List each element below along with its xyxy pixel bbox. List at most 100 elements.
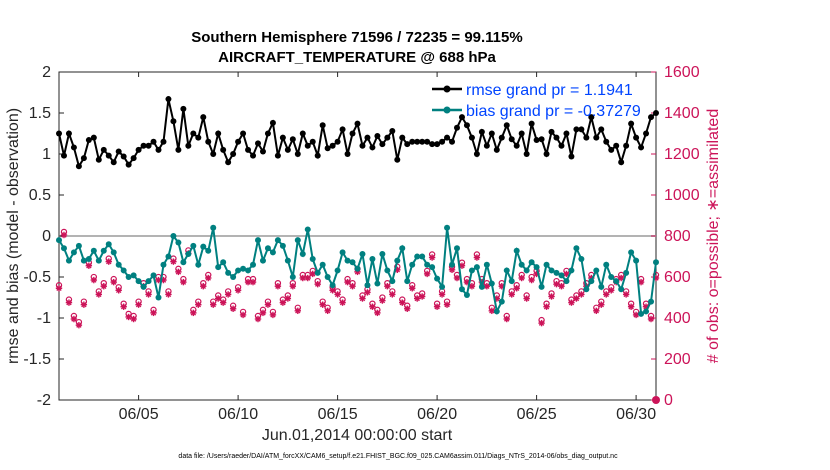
bias-point <box>389 278 396 285</box>
rmse-point <box>344 151 351 157</box>
bias-point <box>483 261 490 268</box>
obs-assimilated-marker <box>334 291 341 298</box>
obs-assimilated-marker <box>130 315 137 323</box>
bias-point <box>95 257 102 264</box>
bias-point <box>493 308 500 315</box>
rmse-point <box>603 138 610 145</box>
obs-assimilated-marker <box>593 307 600 315</box>
obs-assimilated-marker <box>229 305 237 312</box>
rmse-point <box>289 136 296 143</box>
rmse-point <box>503 122 510 129</box>
rmse-point <box>180 105 187 112</box>
bias-point <box>329 282 336 289</box>
rmse-point <box>598 126 605 133</box>
bias-point <box>309 255 316 262</box>
obs-assimilated-marker <box>603 291 610 298</box>
x-tick-label: 06/30 <box>616 406 656 423</box>
right-y-axis-ticks: 0 200 400 600 800 1000 1200 1400 1600 <box>651 64 700 409</box>
rmse-point <box>379 141 386 148</box>
obs-assimilated-marker <box>284 295 292 302</box>
rmse-point <box>513 142 520 149</box>
obs-assimilated-marker <box>289 283 297 290</box>
y-axis-label: rmse and bias (model - observation) <box>5 108 22 364</box>
bias-point <box>344 257 351 264</box>
bias-point <box>85 255 92 262</box>
rmse-point <box>185 142 192 149</box>
right-y-axis-label: # of obs: o=possible; ∗=assimilated <box>705 109 722 363</box>
bias-point <box>364 282 371 289</box>
bias-point <box>130 272 137 279</box>
bias-point <box>339 249 346 256</box>
obs-assimilated-marker <box>249 278 257 286</box>
rmse-point <box>538 136 545 143</box>
x-axis-ticks: 06/05 06/10 06/15 06/20 06/25 06/30 <box>119 72 656 423</box>
rmse-point <box>653 110 659 116</box>
series-lines <box>56 96 659 317</box>
obs-assimilated-marker <box>90 276 98 284</box>
obs-assimilated-marker <box>85 262 93 269</box>
y-tick-label: 0 <box>42 228 51 245</box>
obs-assimilated-marker <box>264 301 272 308</box>
bias-point <box>628 249 635 256</box>
obs-assimilated-marker <box>578 291 585 298</box>
rmse-point <box>115 148 122 155</box>
right-y-tick-label: 0 <box>664 392 673 409</box>
obs-assimilated-marker <box>190 309 197 317</box>
rmse-point <box>563 130 570 137</box>
bias-point <box>294 237 301 244</box>
bias-point <box>548 267 555 274</box>
bias-point <box>384 267 391 274</box>
bias-point <box>568 267 575 274</box>
obs-assimilated-marker <box>374 309 381 317</box>
bias-point <box>543 261 550 268</box>
rmse-point <box>56 130 62 137</box>
obs-assimilated-marker <box>418 293 426 300</box>
obs-zero-marker <box>652 396 660 404</box>
bias-point <box>100 247 107 254</box>
bias-point <box>374 280 381 287</box>
bias-point <box>284 257 291 264</box>
bias-point <box>414 253 421 260</box>
obs-assimilated-marker <box>389 291 396 298</box>
bias-point <box>120 267 127 274</box>
rmse-point <box>444 134 451 141</box>
obs-assimilated-marker <box>259 309 267 317</box>
bias-point <box>533 264 540 271</box>
bias-point <box>404 278 411 285</box>
rmse-point <box>309 138 316 145</box>
rmse-point <box>105 152 112 159</box>
rmse-point <box>284 146 291 153</box>
bias-point <box>245 267 252 274</box>
obs-assimilated-marker <box>55 285 63 292</box>
rmse-point <box>279 134 286 141</box>
rmse-point <box>175 146 182 153</box>
bias-point <box>225 269 232 276</box>
bias-point <box>518 261 525 268</box>
bias-point <box>299 251 306 258</box>
obs-assimilated-marker <box>608 287 615 294</box>
legend-bias-label: bias grand pr = -0.37279 <box>466 103 641 120</box>
bias-point <box>235 267 242 274</box>
rmse-point <box>638 144 645 151</box>
rmse-point <box>623 142 630 149</box>
chart-title: Southern Hemisphere 71596 / 72235 = 99.1… <box>191 29 522 46</box>
obs-assimilated-marker <box>279 299 287 306</box>
obs-assimilated-marker <box>433 303 441 310</box>
bias-point <box>230 274 237 280</box>
obs-assimilated-marker <box>622 291 630 298</box>
bias-point <box>115 261 122 268</box>
bias-point <box>349 259 356 266</box>
obs-assimilated-marker <box>523 295 530 302</box>
bias-point <box>205 247 212 254</box>
rmse-point <box>135 146 142 153</box>
bias-point <box>269 249 276 256</box>
rmse-point <box>523 151 530 157</box>
obs-assimilated-marker <box>528 276 535 284</box>
bias-point <box>449 261 456 268</box>
bias-point <box>65 257 72 264</box>
obs-assimilated-marker <box>105 258 112 265</box>
y-tick-label: -1 <box>37 310 51 327</box>
rmse-point <box>200 114 207 121</box>
bias-point <box>409 261 416 268</box>
obs-assimilated-marker <box>60 231 68 239</box>
